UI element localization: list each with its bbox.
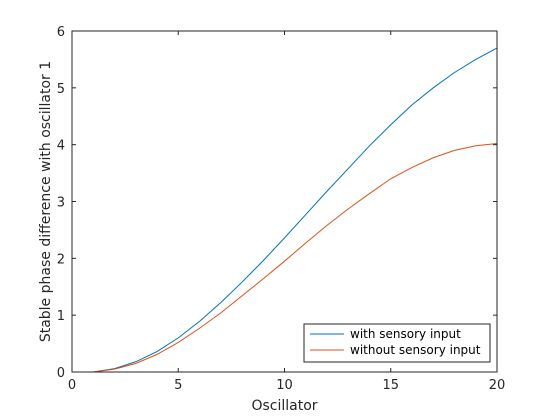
y-tick-label: 6 (57, 25, 65, 40)
series-layer (93, 47, 498, 373)
legend: with sensory input without sensory input (303, 323, 491, 363)
series-line-0 (93, 47, 498, 373)
x-axis-label: Oscillator (251, 398, 317, 414)
x-tick-label: 10 (276, 378, 293, 393)
x-tick-label: 15 (382, 378, 399, 393)
ticks-layer: 0 5 10 15 20 0 1 2 3 4 5 6 (57, 25, 506, 393)
plot-area: 0 5 10 15 20 0 1 2 3 4 5 6 (57, 25, 506, 393)
y-tick-label: 1 (57, 309, 65, 324)
y-tick-label: 0 (57, 366, 65, 381)
y-axis-label: Stable phase difference with oscillator … (38, 61, 54, 342)
y-tick-label: 3 (57, 196, 65, 211)
y-tick-label: 4 (57, 139, 65, 154)
series-line-1 (93, 143, 498, 373)
legend-box (303, 323, 491, 363)
y-tick-label: 5 (57, 82, 65, 97)
legend-entry: without sensory input (350, 343, 481, 357)
legend-entry: with sensory input (350, 327, 461, 341)
plot-background (72, 31, 497, 372)
y-tick-label: 2 (57, 252, 65, 267)
x-tick-label: 0 (68, 378, 76, 393)
x-tick-label: 20 (489, 378, 506, 393)
x-tick-label: 5 (174, 378, 182, 393)
